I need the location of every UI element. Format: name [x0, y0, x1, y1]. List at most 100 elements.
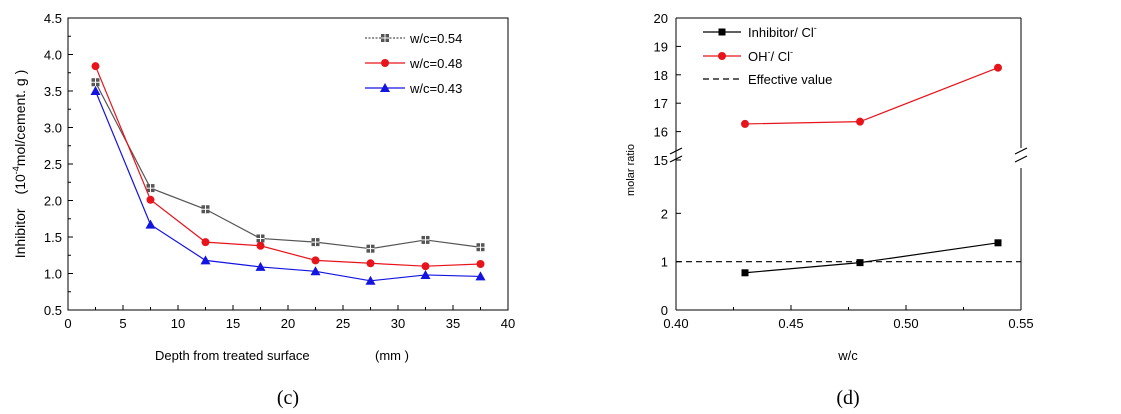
- series-line: [744, 242, 999, 274]
- data-point: [91, 78, 100, 87]
- data-point: [381, 34, 389, 42]
- data-point: [856, 259, 864, 267]
- legend-label: w/c=0.54: [409, 31, 462, 46]
- data-point: [476, 243, 485, 252]
- legend-item: [365, 34, 405, 42]
- y-tick-label: 4.0: [44, 48, 62, 63]
- data-point: [421, 235, 430, 244]
- data-point: [366, 244, 375, 253]
- plot-area: [676, 63, 1021, 277]
- data-point-cross: [366, 244, 375, 253]
- data-point: [201, 205, 210, 214]
- legend-item: [365, 59, 405, 67]
- x-tick-label: 0: [64, 316, 71, 331]
- svg-text:Inhibitor(10-4mol/cement. g ): Inhibitor(10-4mol/cement. g ): [11, 70, 28, 259]
- x-tick-label: 40: [501, 316, 515, 331]
- legend-label: Inhibitor/ Cl-: [748, 23, 817, 40]
- series-line: [94, 65, 481, 267]
- data-point: [994, 239, 1002, 247]
- chart-panel-c: 0 5 10 15 20 25 30 35 40 0.5 1.0 1.5 2.0 2.5 3.0 3.5 4.…: [11, 11, 515, 409]
- x-axis-ticks: 0 5 10 15 20 25 30 35 40: [64, 305, 515, 331]
- legend-item: [365, 83, 405, 92]
- x-axis-ticks: 0.40 0.45 0.50 0.55: [663, 305, 1034, 331]
- data-point: [256, 234, 265, 243]
- x-tick-label: 0.50: [893, 316, 918, 331]
- x-tick-label: 25: [336, 316, 350, 331]
- data-point: [311, 256, 320, 265]
- y-tick-label: 0: [661, 303, 668, 318]
- data-point-cross: [146, 184, 155, 193]
- data-point: [856, 117, 864, 126]
- data-point: [145, 219, 156, 229]
- plot-area: [90, 62, 486, 285]
- data-point: [255, 261, 266, 271]
- legend-label: OH-/ Cl-: [748, 47, 793, 64]
- data-point: [201, 238, 210, 247]
- panel-caption: (c): [277, 387, 299, 409]
- data-point: [718, 28, 726, 36]
- y-tick-label: 19: [654, 39, 668, 54]
- x-tick-label: 15: [226, 316, 240, 331]
- data-point-cross: [421, 235, 430, 244]
- y-tick-label: 0.5: [44, 303, 62, 318]
- y-tick-label: 2: [661, 206, 668, 221]
- y-tick-label: 1: [661, 255, 668, 270]
- series-line: [94, 81, 481, 250]
- x-axis-label: w/c: [837, 348, 858, 363]
- x-tick-label: 0.45: [778, 316, 803, 331]
- legend: w/c=0.54 w/c=0.48 w/c=0.43: [365, 31, 462, 96]
- series: [741, 239, 1002, 277]
- y-tick-label: 20: [654, 11, 668, 26]
- y-tick-label: 15: [654, 153, 668, 168]
- x-tick-label: 30: [391, 316, 405, 331]
- data-point: [365, 275, 376, 285]
- y-tick-label: 1.0: [44, 267, 62, 282]
- series: [741, 63, 1002, 128]
- y-tick-label: 2.5: [44, 157, 62, 172]
- panel-caption: (d): [836, 387, 859, 409]
- data-point: [146, 195, 155, 204]
- data-point: [994, 63, 1002, 72]
- data-point: [310, 266, 321, 276]
- data-point-cross: [476, 243, 485, 252]
- data-point: [200, 255, 211, 265]
- series-line: [94, 90, 481, 282]
- series: [90, 86, 486, 285]
- data-point-cross: [381, 34, 389, 42]
- data-point: [741, 269, 749, 277]
- y-tick-label: 2.0: [44, 194, 62, 209]
- data-point: [380, 83, 390, 92]
- legend-item: [703, 52, 741, 60]
- svg-text:(mm ): (mm ): [375, 348, 409, 363]
- y-axis-ticks: 0 1 2 15 16 17 18 19 20: [654, 11, 681, 318]
- x-tick-label: 5: [119, 316, 126, 331]
- data-point-cross: [256, 234, 265, 243]
- y-tick-label: 3.5: [44, 84, 62, 99]
- data-point-cross: [91, 78, 100, 87]
- y-axis-label: Inhibitor(10-4mol/cement. g ): [11, 70, 28, 259]
- data-point: [741, 119, 749, 128]
- x-axis-label: Depth from treated surface (mm ): [155, 348, 409, 363]
- x-tick-label: 0.55: [1008, 316, 1033, 331]
- data-point: [146, 184, 155, 193]
- x-tick-label: 10: [171, 316, 185, 331]
- data-point: [256, 241, 265, 250]
- data-point: [381, 59, 389, 67]
- data-point: [475, 271, 486, 281]
- y-tick-label: 17: [654, 96, 668, 111]
- legend: Inhibitor/ Cl- OH-/ Cl- Effective value: [703, 23, 832, 87]
- y-axis-label: molar ratio: [625, 144, 637, 196]
- y-tick-label: 16: [654, 125, 668, 140]
- data-point: [420, 269, 431, 279]
- data-point: [421, 262, 430, 271]
- y-axis-ticks: 0.5 1.0 1.5 2.0 2.5 3.0 3.5 4.0 4.5: [44, 11, 73, 318]
- data-point: [91, 62, 100, 71]
- data-point: [90, 86, 101, 95]
- legend-item: [703, 28, 741, 36]
- series: [91, 62, 485, 271]
- data-point-cross: [201, 205, 210, 214]
- y-tick-label: 1.5: [44, 230, 62, 245]
- y-tick-label: 3.0: [44, 121, 62, 136]
- x-tick-label: 0.40: [663, 316, 688, 331]
